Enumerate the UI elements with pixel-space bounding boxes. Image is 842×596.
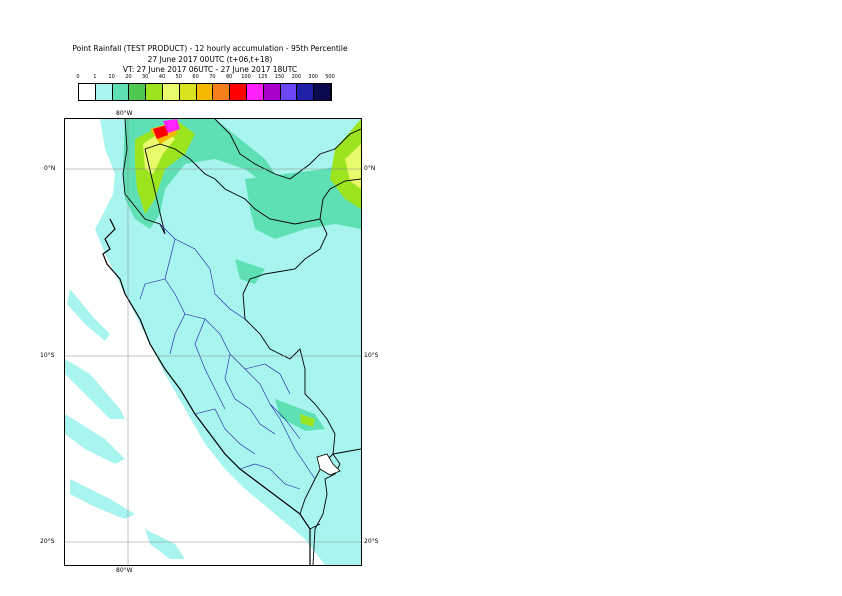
lat-label-right-0n: 0°N xyxy=(364,165,376,172)
legend-swatch-3 xyxy=(129,84,147,100)
bolivia-chile-border xyxy=(309,448,361,565)
lat-label-right-20s: 20°S xyxy=(364,538,379,545)
legend-tick-15: 500 xyxy=(325,74,335,80)
legend-swatch-7 xyxy=(196,84,214,100)
rain-field-moderate-amazon xyxy=(235,259,325,431)
legend-tick-8: 70 xyxy=(209,74,216,80)
legend-tick-14: 300 xyxy=(308,74,318,80)
legend-swatch-9 xyxy=(230,84,247,100)
legend-swatch-8 xyxy=(213,84,231,100)
lon-label-top: 80°W xyxy=(116,110,133,117)
rain-field-heavy-magenta xyxy=(163,119,180,133)
legend-ticks: 0 1 10 20 30 40 50 60 70 80 100 125 150 200 300 500 xyxy=(76,74,346,82)
lat-label-left-20s: 20°S xyxy=(40,538,55,545)
legend-swatch-11 xyxy=(263,84,281,100)
lat-label-left-0n: 0°N xyxy=(44,165,56,172)
regional-borders xyxy=(139,223,316,490)
colombia-brazil-border xyxy=(214,119,361,220)
legend-tick-10: 100 xyxy=(241,74,251,80)
legend-tick-4: 30 xyxy=(142,74,149,80)
lon-label-bottom: 80°W xyxy=(116,567,133,574)
chart-subtitle-run: 27 June 2017 00UTC (t+06,t+18) xyxy=(147,55,273,64)
color-legend: 0 1 10 20 30 40 50 60 70 80 100 125 150 200 300 500 xyxy=(76,74,346,104)
map-svg xyxy=(65,119,361,565)
rain-field-heavy-red xyxy=(153,125,168,139)
legend-tick-1: 1 xyxy=(93,74,97,80)
legend-swatch-13 xyxy=(297,84,315,100)
legend-tick-0: 0 xyxy=(76,74,80,80)
legend-swatch-0 xyxy=(79,84,96,100)
lat-label-left-10s: 10°S xyxy=(40,352,55,359)
legend-tick-13: 200 xyxy=(291,74,302,80)
legend-swatch-1 xyxy=(95,84,113,100)
legend-swatch-4 xyxy=(146,84,163,100)
legend-swatch-6 xyxy=(179,84,197,100)
peru-border xyxy=(144,143,336,515)
legend-tick-3: 20 xyxy=(125,74,132,80)
legend-color-boxes xyxy=(78,83,332,101)
legend-swatch-5 xyxy=(162,84,180,100)
lake-titicaca xyxy=(316,453,341,476)
ecuador-border xyxy=(122,119,166,235)
chart-subtitle-validity: VT: 27 June 2017 06UTC - 27 June 2017 18… xyxy=(122,65,298,74)
legend-tick-2: 10 xyxy=(108,74,115,80)
rainfall-map xyxy=(64,118,362,566)
legend-swatch-14 xyxy=(314,84,331,100)
legend-swatch-10 xyxy=(246,84,264,100)
coastline xyxy=(102,218,311,565)
chart-title: Point Rainfall (TEST PRODUCT) - 12 hourl… xyxy=(72,44,348,53)
rain-streaks-ocean xyxy=(65,289,185,559)
legend-tick-7: 60 xyxy=(192,74,199,80)
legend-tick-5: 40 xyxy=(158,74,166,80)
legend-swatch-12 xyxy=(280,84,298,100)
legend-tick-11: 125 xyxy=(258,74,268,80)
lat-label-right-10s: 10°S xyxy=(364,352,379,359)
legend-tick-9: 80 xyxy=(226,74,233,80)
legend-swatch-2 xyxy=(112,84,130,100)
legend-tick-12: 150 xyxy=(274,74,285,80)
legend-tick-6: 50 xyxy=(175,74,182,80)
